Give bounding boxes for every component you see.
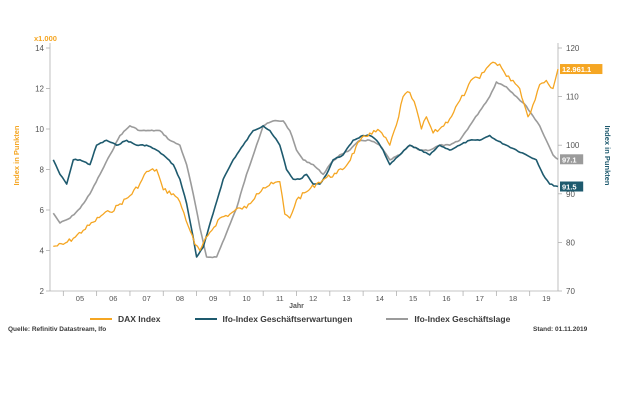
x-tick-label: 11 [276, 294, 284, 303]
dax-end-label-box [560, 64, 603, 75]
x-axis-title: Jahr [289, 303, 304, 310]
x-tick-label: 16 [442, 294, 450, 303]
ifo-erwartungen-series-line [52, 125, 559, 258]
right-tick-label: 120 [566, 44, 580, 53]
chart-series [52, 61, 559, 259]
left-tick-label: 2 [40, 287, 45, 296]
left-axis-title: Index in Punkten [12, 125, 21, 185]
left-tick-label: 12 [35, 85, 44, 94]
x-tick-label: 07 [142, 294, 150, 303]
right-tick-label: 70 [566, 287, 575, 296]
chart-end-labels: 12.961.1 97.1 91.5 [560, 64, 603, 192]
left-tick-label: 6 [40, 206, 45, 215]
ifo-erwartungen-end-label: 91.5 [562, 183, 577, 192]
legend-item-lage: Ifo-Index Geschäftslage [386, 314, 510, 324]
ifo-lage-end-label: 97.1 [562, 155, 577, 164]
dax-end-label: 12.961.1 [562, 65, 591, 74]
legend-item-erwartungen: Ifo-Index Geschäftserwartungen [194, 314, 353, 324]
legend-swatch-lage [386, 318, 409, 320]
x-tick-label: 10 [242, 294, 250, 303]
date-note: Stand: 01.11.2019 [533, 326, 588, 333]
x-tick-label: 08 [176, 294, 184, 303]
x-tick-label: 14 [376, 294, 384, 303]
right-axis-title: Index in Punkten [603, 125, 612, 185]
left-tick-label: 4 [40, 247, 45, 256]
right-tick-label: 90 [566, 190, 575, 199]
x-tick-label: 18 [509, 294, 517, 303]
legend-swatch-dax [90, 318, 112, 320]
right-tick-label: 110 [566, 93, 579, 102]
legend-label-lage: Ifo-Index Geschäftslage [414, 314, 511, 324]
chart-axes: 2 4 6 8 10 12 14 70 80 90 100 110 120 05 06 07 08 09 10 11 1… [12, 34, 612, 310]
dax-series-line [53, 61, 559, 252]
x-tick-label: 19 [542, 294, 550, 303]
legend-item-dax: DAX Index [90, 314, 161, 324]
legend-label-erwartungen: Ifo-Index Geschäftserwartungen [222, 314, 353, 324]
x-tick-label: 12 [309, 294, 317, 303]
ifo-erwartungen-end-label-box [560, 181, 584, 192]
x-tick-label: 15 [409, 294, 417, 303]
ifo-lage-end-label-box [560, 154, 584, 165]
x-tick-label: 06 [109, 294, 117, 303]
left-axis-unit: x1.000 [34, 34, 57, 43]
left-tick-label: 10 [35, 125, 44, 134]
legend-swatch-erwartungen [194, 318, 217, 320]
source-note: Quelle: Refinitiv Datastream, Ifo [8, 326, 107, 333]
x-tick-label: 13 [342, 294, 350, 303]
right-tick-label: 80 [566, 238, 575, 247]
chart-legend: DAX Index Ifo-Index Geschäftserwartungen… [90, 314, 510, 324]
left-tick-label: 8 [40, 166, 45, 175]
x-tick-label: 09 [209, 294, 217, 303]
x-tick-label: 17 [476, 294, 484, 303]
ifo-lage-series-line [52, 81, 559, 259]
right-tick-label: 100 [566, 141, 580, 150]
left-tick-label: 14 [35, 44, 44, 53]
legend-label-dax: DAX Index [118, 314, 161, 324]
x-tick-label: 05 [76, 294, 84, 303]
